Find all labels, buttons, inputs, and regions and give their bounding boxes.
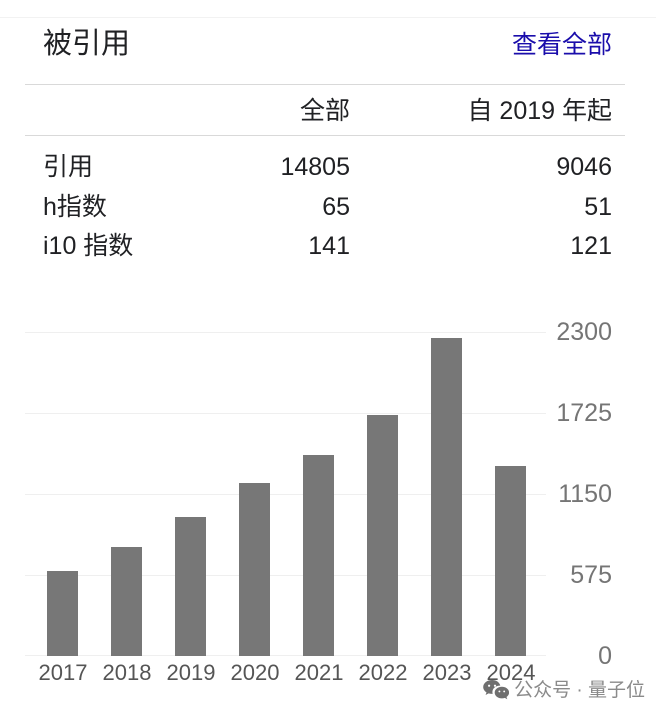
bar-2020[interactable] <box>239 483 270 656</box>
watermark: 公众号 · 量子位 <box>482 678 645 704</box>
x-tick-label-2019: 2019 <box>166 660 216 685</box>
bar-2023[interactable] <box>431 338 462 656</box>
view-all-link[interactable]: 查看全部 <box>511 31 612 59</box>
column-header-since-2019: 自 2019 年起 <box>467 97 612 125</box>
gridline-1725 <box>25 412 546 414</box>
watermark-text: 公众号 · 量子位 <box>514 680 645 701</box>
y-tick-label-1150: 1150 <box>558 480 612 508</box>
wechat-icon <box>483 680 510 700</box>
column-header-all: 全部 <box>299 97 350 125</box>
bar-2021[interactable] <box>303 455 334 656</box>
x-tick-label-2020: 2020 <box>230 660 280 685</box>
citations-bar-chart <box>25 331 546 656</box>
gridline-2300 <box>25 331 546 333</box>
page-title: 被引用 <box>43 28 131 60</box>
gridline-0 <box>25 655 546 656</box>
x-tick-label-2021: 2021 <box>294 660 344 685</box>
y-tick-label-1725: 1725 <box>556 399 612 427</box>
y-tick-label-575: 575 <box>570 561 612 589</box>
gridline-1150 <box>25 493 546 495</box>
header-divider <box>25 84 625 85</box>
h-index-all-value: 65 <box>322 193 350 221</box>
x-tick-label-2018: 2018 <box>102 660 152 685</box>
x-tick-label-2017: 2017 <box>38 660 88 685</box>
bar-2024[interactable] <box>495 466 526 656</box>
h-index-since-value: 51 <box>584 193 612 221</box>
bar-2019[interactable] <box>175 517 206 656</box>
row-label-i10-index: i10 指数 <box>43 232 134 260</box>
column-header-divider <box>25 135 625 136</box>
top-hairline <box>0 17 656 18</box>
row-label-citations: 引用 <box>43 153 94 181</box>
i10-index-all-value: 141 <box>308 232 350 260</box>
row-label-h-index: h指数 <box>43 193 107 221</box>
bar-2022[interactable] <box>367 415 398 656</box>
bar-2017[interactable] <box>47 571 78 656</box>
bar-2018[interactable] <box>111 547 142 656</box>
x-tick-label-2023: 2023 <box>422 660 472 685</box>
citations-all-value: 14805 <box>280 153 350 181</box>
citations-since-value: 9046 <box>556 153 612 181</box>
x-tick-label-2022: 2022 <box>358 660 408 685</box>
y-tick-label-2300: 2300 <box>556 318 612 346</box>
gridline-575 <box>25 574 546 576</box>
y-tick-label-0: 0 <box>598 642 612 670</box>
i10-index-since-value: 121 <box>570 232 612 260</box>
